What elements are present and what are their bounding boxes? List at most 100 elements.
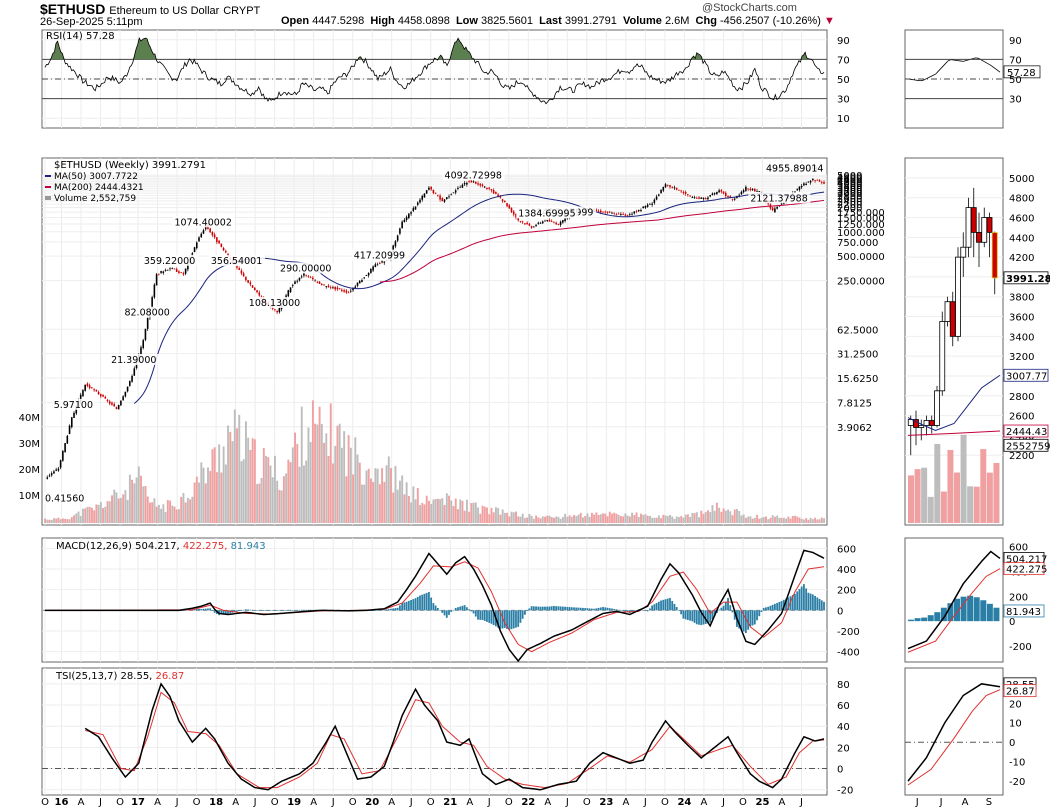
volume-bar xyxy=(211,449,214,523)
zoom-price-value: 3007.77 xyxy=(1006,371,1047,382)
volume-bar xyxy=(149,502,151,523)
zoom-tsi-value: 26.87 xyxy=(1006,687,1035,698)
macd-hist-bar xyxy=(200,609,203,611)
volume-bar xyxy=(577,514,580,523)
rsi-line xyxy=(44,36,825,105)
macd-hist-bar xyxy=(296,609,299,611)
macd-hist-bar xyxy=(222,610,225,614)
volume-bar xyxy=(727,509,730,523)
candle-body xyxy=(644,205,647,208)
volume-bar xyxy=(657,515,660,523)
macd-hist-bar xyxy=(307,609,310,611)
x-tick-label: J xyxy=(799,797,803,808)
candle-body xyxy=(664,184,667,188)
x-tick-label: A xyxy=(310,797,317,808)
price-tick-label: 4800 xyxy=(837,173,862,184)
macd-hist-bar xyxy=(615,609,618,611)
candle-body xyxy=(448,196,450,198)
candle-body xyxy=(198,237,200,242)
macd-hist-bar xyxy=(434,605,437,611)
candle-body xyxy=(195,242,198,249)
volume-bar xyxy=(617,514,620,523)
macd-hist-bar xyxy=(501,610,504,629)
macd-hist-bar xyxy=(780,601,783,611)
zoom-candle-body xyxy=(907,419,914,426)
chg-label: Chg xyxy=(695,15,717,27)
zoom-macd-tick-label: 0 xyxy=(1009,617,1015,628)
volume-bar xyxy=(269,465,272,523)
candle-body xyxy=(160,271,162,273)
volume-bar xyxy=(490,507,493,523)
macd-hist-bar xyxy=(559,606,562,611)
zoom-macd-value-box xyxy=(1003,604,1045,618)
volume-bar xyxy=(403,494,406,523)
macd-hist-bar xyxy=(530,606,533,611)
volume-bar xyxy=(184,502,187,523)
volume-bar xyxy=(305,460,308,523)
tsi-tick-label: -20 xyxy=(837,786,853,797)
volume-bar xyxy=(291,447,294,523)
candle-body xyxy=(416,202,419,205)
volume-bar xyxy=(144,486,147,523)
candle-body xyxy=(564,218,566,222)
candle-body xyxy=(499,195,502,198)
volume-bar xyxy=(405,482,408,523)
macd-hist-bar xyxy=(577,607,580,611)
candle-body xyxy=(117,405,120,410)
candle-body xyxy=(169,268,171,270)
candle-body xyxy=(256,290,258,293)
zoom-macd-value: 422.275 xyxy=(1006,565,1047,576)
candle-body xyxy=(702,197,705,200)
volume-bar xyxy=(316,424,319,523)
candle-body xyxy=(144,328,147,340)
zoom-volume-bar xyxy=(993,463,1000,523)
candle-body xyxy=(629,214,631,215)
volume-bar xyxy=(742,514,745,523)
x-tick-label: A xyxy=(622,797,629,808)
annotation-label: 108.13000 xyxy=(249,298,300,309)
volume-bar xyxy=(166,499,169,523)
macd-hist-bar xyxy=(568,607,571,611)
candle-body xyxy=(673,187,676,189)
zoom-candle-body xyxy=(960,246,967,258)
macd-hist-bar xyxy=(287,610,290,611)
volume-bar xyxy=(628,516,631,523)
candle-body xyxy=(381,261,383,263)
zoom-candle-body xyxy=(986,217,993,233)
candle-body xyxy=(553,222,555,224)
symbol-title: $ETHUSD Ethereum to US Dollar CRYPT xyxy=(40,1,260,17)
volume-bar xyxy=(738,511,741,523)
volume-bar xyxy=(564,513,567,523)
volume-bar xyxy=(50,519,53,523)
macd-hist-bar xyxy=(773,603,776,611)
zoom-price-tick-label: 3400 xyxy=(1009,332,1034,343)
candle-body xyxy=(361,279,363,282)
volume-bar xyxy=(323,442,326,523)
zoom-volume-bar xyxy=(940,491,947,523)
macd-hist-bar xyxy=(204,608,207,611)
candle-body xyxy=(533,226,535,228)
volume-bar xyxy=(553,517,555,523)
candle-body xyxy=(240,270,243,274)
candle-body xyxy=(597,210,600,212)
macd-hist-bar xyxy=(823,601,825,611)
macd-hist-bar xyxy=(626,610,629,613)
macd-hist-bar xyxy=(608,608,611,611)
macd-hist-bar xyxy=(399,605,401,611)
volume-bar xyxy=(119,497,122,523)
volume-bar xyxy=(809,517,812,523)
macd-hist-bar xyxy=(686,610,689,620)
volume-bar xyxy=(363,484,366,523)
macd-hist-bar xyxy=(644,610,647,611)
volume-bar xyxy=(369,478,372,523)
zoom-macd-value: 81.943 xyxy=(1006,607,1041,618)
volume-bar xyxy=(539,518,542,523)
macd-hist-bar xyxy=(733,610,736,620)
rsi-tick-label: 10 xyxy=(837,114,850,125)
macd-hist-bar xyxy=(809,593,812,611)
candle-body xyxy=(115,407,118,410)
macd-hist-bar xyxy=(441,610,444,613)
volume-bar xyxy=(327,455,330,523)
candle-body xyxy=(745,186,747,191)
volume-bar xyxy=(77,511,80,523)
